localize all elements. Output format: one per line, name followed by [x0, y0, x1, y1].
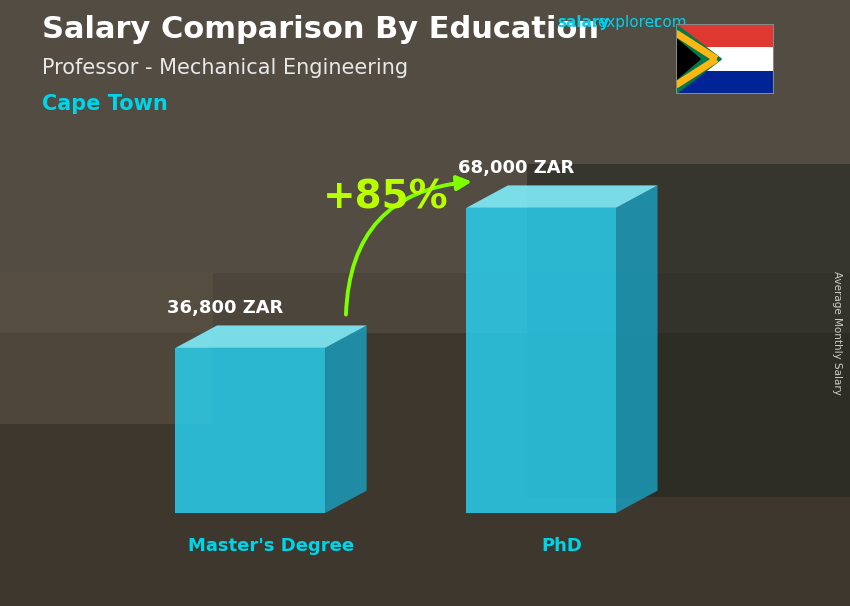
- Text: explorer: explorer: [598, 15, 661, 30]
- Bar: [175, 348, 325, 513]
- Bar: [467, 208, 616, 513]
- Text: salary: salary: [557, 15, 609, 30]
- Bar: [527, 164, 850, 497]
- Bar: [0, 0, 850, 273]
- Polygon shape: [676, 38, 700, 80]
- Text: .com: .com: [649, 15, 687, 30]
- Text: Cape Town: Cape Town: [42, 94, 168, 114]
- Polygon shape: [676, 24, 722, 94]
- Text: 68,000 ZAR: 68,000 ZAR: [458, 159, 575, 178]
- Polygon shape: [175, 325, 366, 348]
- Polygon shape: [616, 185, 658, 513]
- Bar: [0, 333, 850, 606]
- Polygon shape: [467, 185, 658, 208]
- Text: +85%: +85%: [322, 178, 448, 216]
- Text: Professor - Mechanical Engineering: Professor - Mechanical Engineering: [42, 58, 409, 78]
- Text: Master's Degree: Master's Degree: [188, 538, 354, 555]
- Bar: [0, 273, 212, 424]
- Polygon shape: [325, 325, 366, 513]
- Text: PhD: PhD: [541, 538, 582, 555]
- Text: 36,800 ZAR: 36,800 ZAR: [167, 299, 283, 318]
- Bar: [676, 24, 774, 47]
- Bar: [676, 71, 774, 94]
- Bar: [676, 47, 774, 71]
- Text: Average Monthly Salary: Average Monthly Salary: [832, 271, 842, 395]
- Text: Salary Comparison By Education: Salary Comparison By Education: [42, 15, 599, 44]
